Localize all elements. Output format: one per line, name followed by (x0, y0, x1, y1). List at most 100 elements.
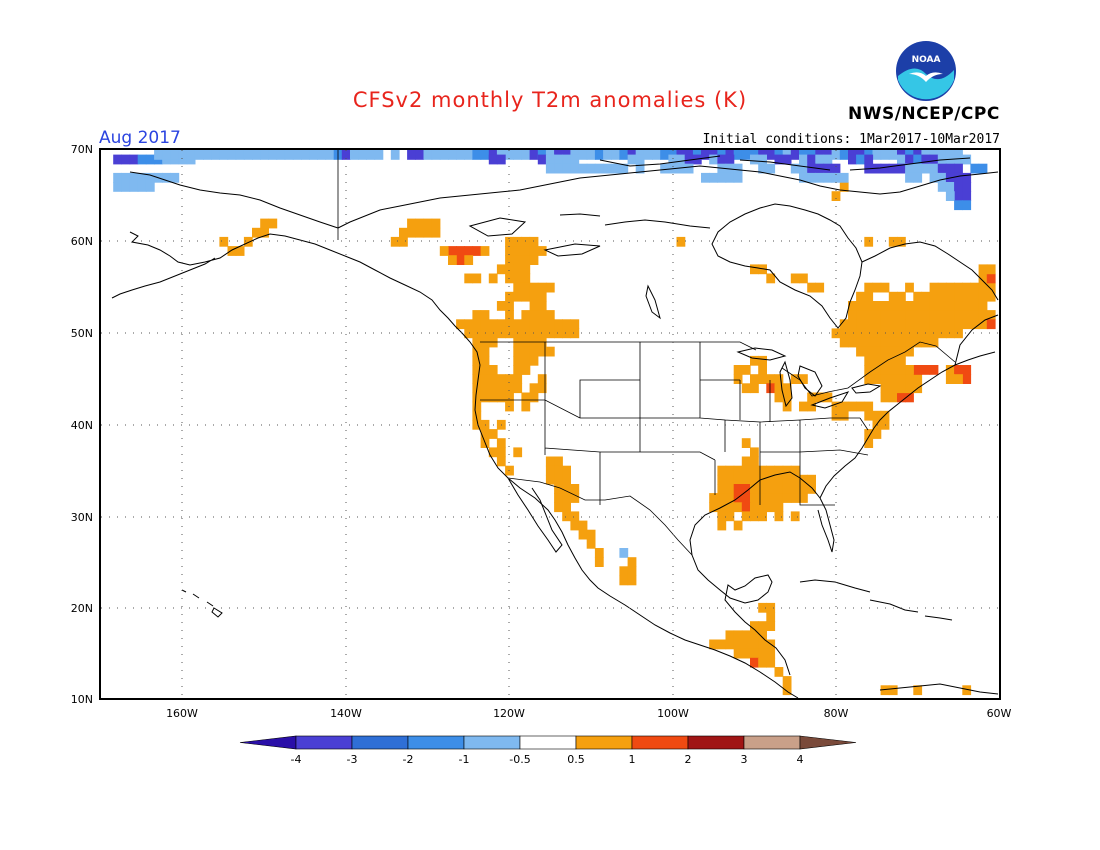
anomaly-cell (799, 401, 808, 412)
anomaly-cell (537, 291, 547, 302)
anomaly-cell (562, 328, 571, 339)
anomaly-cell (905, 383, 914, 394)
anomaly-cell (529, 392, 539, 403)
anomaly-cell (529, 346, 539, 357)
anomaly-cell (570, 493, 580, 503)
legend-swatch (463, 735, 521, 750)
anomaly-cell (750, 484, 759, 494)
anomaly-cell (864, 438, 874, 448)
anomaly-cell (521, 319, 531, 330)
anomaly-cell (554, 319, 563, 330)
anomaly-cell (399, 227, 408, 238)
anomaly-cell (725, 639, 735, 650)
anomaly-cell (807, 392, 816, 403)
anomaly-cell (709, 154, 718, 165)
anomaly-cell (562, 493, 571, 503)
anomaly-cell (921, 310, 931, 320)
anomaly-cell (774, 383, 784, 394)
anomaly-cell (880, 383, 890, 394)
anomaly-cell (472, 419, 482, 430)
anomaly-cell (521, 282, 531, 293)
lon-label-100w: 100W (657, 707, 689, 720)
anomaly-cell (529, 291, 539, 302)
anomaly-cell (464, 273, 474, 284)
anomaly-cell (929, 310, 939, 320)
anomaly-cell (782, 484, 792, 494)
anomaly-cell (978, 310, 988, 320)
anomaly-cell (897, 355, 906, 366)
anomaly-cell (766, 163, 776, 174)
anomaly-cell (741, 493, 751, 503)
chart-title: CFSv2 monthly T2m anomalies (K) (352, 88, 748, 112)
anomaly-cell (758, 493, 767, 503)
anomaly-cell (937, 182, 947, 192)
coastline-gulf (689, 471, 821, 676)
anomaly-cell (888, 236, 898, 247)
anomaly-cell (480, 392, 490, 403)
anomaly-cell (880, 319, 890, 330)
anomaly-cell (725, 465, 735, 476)
forecast-month: Aug 2017 (99, 128, 181, 148)
anomaly-cell (725, 511, 735, 522)
anomaly-cell (790, 374, 800, 384)
anomaly-cell (741, 438, 751, 448)
anomaly-cell (219, 236, 229, 247)
anomaly-cell (921, 365, 931, 375)
anomaly-cell (880, 301, 890, 311)
anomaly-cell (456, 150, 465, 160)
anomaly-cell (529, 150, 539, 160)
anomaly-cell (635, 163, 645, 174)
anomaly-cell (268, 218, 278, 229)
anomaly-cell (562, 319, 571, 330)
anomaly-cell (121, 182, 131, 192)
anomaly-cell (570, 484, 580, 494)
anomaly-cell (913, 301, 923, 311)
anomaly-cell (856, 319, 865, 330)
anomaly-cell (856, 301, 865, 311)
anomaly-cell (774, 474, 784, 485)
anomaly-cell (676, 236, 686, 247)
anomaly-cell (937, 310, 947, 320)
anomaly-cell (758, 264, 767, 275)
anomaly-cell (660, 150, 669, 160)
anomaly-cell (799, 154, 808, 165)
anomaly-cell (774, 484, 784, 494)
anomaly-cell (472, 246, 482, 256)
anomaly-cell (962, 191, 972, 201)
anomaly-cell (431, 218, 441, 229)
anomaly-cell (594, 150, 604, 160)
anomaly-cell (750, 657, 759, 668)
anomaly-cell (945, 301, 955, 311)
anomaly-cell (488, 392, 498, 403)
anomaly-cell (962, 282, 972, 293)
anomaly-cell (758, 511, 767, 522)
anomaly-cell (758, 163, 767, 174)
anomaly-cell (529, 355, 539, 366)
anomaly-cell (970, 310, 980, 320)
anomaly-cell (480, 319, 490, 330)
anomaly-cell (480, 383, 490, 394)
anomaly-cell (937, 328, 947, 339)
anomaly-cell (848, 301, 857, 311)
anomaly-cell (929, 282, 939, 293)
anomaly-cell (978, 273, 988, 284)
anomaly-cell (807, 282, 816, 293)
anomaly-cell (717, 154, 727, 165)
anomaly-cell (627, 566, 637, 577)
anomaly-cell (545, 163, 555, 174)
anomaly-cell (913, 365, 923, 375)
anomaly-cell (513, 236, 523, 247)
anomaly-cell (415, 150, 425, 160)
anomaly-cell (848, 310, 857, 320)
anomaly-cell (741, 383, 751, 394)
anomaly-cell (733, 520, 743, 531)
legend-swatch (519, 735, 577, 750)
anomaly-cell (790, 150, 800, 160)
anomaly-cell (970, 163, 980, 174)
anomaly-cell (480, 310, 490, 320)
anomaly-cell (464, 246, 474, 256)
anomaly-cell (521, 273, 531, 284)
anomaly-cell (358, 150, 367, 160)
anomaly-cell (986, 282, 996, 293)
anomaly-cell (554, 474, 563, 485)
